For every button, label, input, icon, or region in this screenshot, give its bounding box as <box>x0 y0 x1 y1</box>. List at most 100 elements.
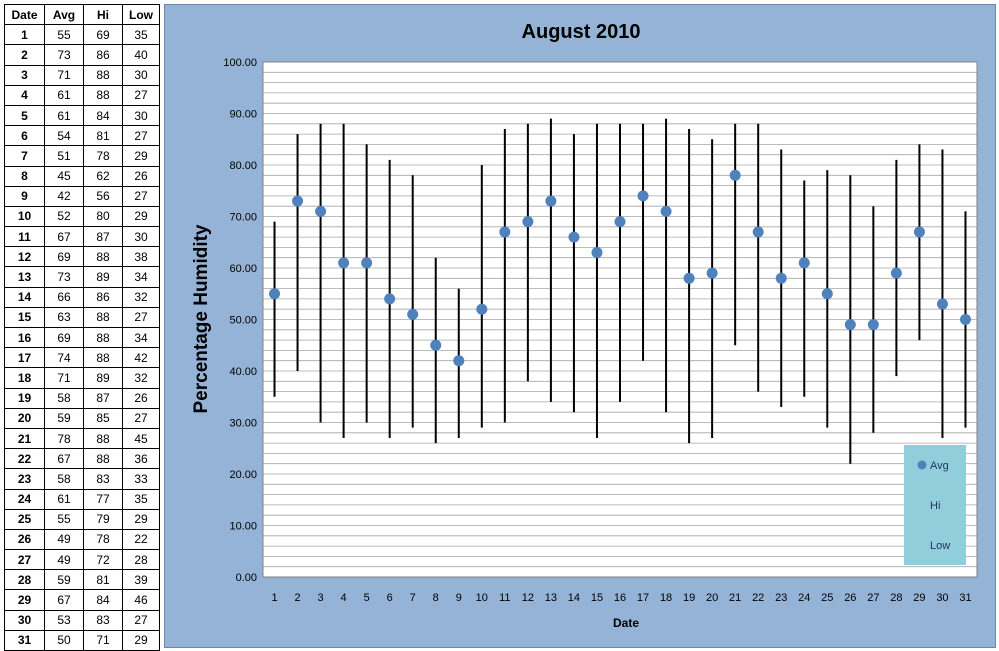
y-axis-title: Percentage Humidity <box>191 224 212 413</box>
low-cell: 33 <box>122 468 160 490</box>
avg-cell: 66 <box>44 286 84 308</box>
x-tick-label: 10 <box>476 592 488 604</box>
hi-cell: 81 <box>83 569 123 591</box>
avg-point <box>407 308 419 320</box>
table-row: 4 61 88 27 <box>4 84 160 106</box>
avg-point <box>591 247 603 259</box>
table-row: 19 58 87 26 <box>4 387 160 409</box>
table-row: 30 53 83 27 <box>4 609 160 631</box>
table-row: 25 55 79 29 <box>4 508 160 530</box>
hi-cell: 86 <box>83 286 123 308</box>
table-row: 10 52 80 29 <box>4 205 160 228</box>
x-tick-label: 6 <box>387 592 393 604</box>
avg-point <box>545 195 557 207</box>
avg-cell: 45 <box>44 165 84 187</box>
hi-cell: 71 <box>83 629 123 651</box>
low-cell: 22 <box>122 528 160 551</box>
x-tick-label: 22 <box>752 592 764 604</box>
y-tick-label: 70.00 <box>229 212 257 224</box>
x-tick-label: 9 <box>456 592 462 604</box>
avg-point <box>660 205 672 217</box>
avg-point <box>913 226 925 238</box>
column-header: Low <box>122 3 160 26</box>
x-tick-label: 2 <box>294 592 300 604</box>
avg-point <box>683 272 695 284</box>
avg-point <box>752 226 764 238</box>
avg-cell: 49 <box>44 549 84 571</box>
avg-cell: 54 <box>44 125 84 147</box>
x-axis-title: Date <box>613 616 639 630</box>
table-row: 13 73 89 34 <box>4 266 160 288</box>
x-tick-label: 18 <box>660 592 672 604</box>
hi-cell: 88 <box>83 326 123 349</box>
date-cell: 23 <box>4 468 45 490</box>
table-row: 2 73 86 40 <box>4 44 160 66</box>
x-tick-label: 7 <box>410 592 416 604</box>
hi-cell: 88 <box>83 84 123 106</box>
table-row: 28 59 81 39 <box>4 569 160 591</box>
x-tick-label: 8 <box>433 592 439 604</box>
table-row: 18 71 89 32 <box>4 367 160 389</box>
avg-point <box>315 205 327 217</box>
x-tick-label: 1 <box>271 592 277 604</box>
low-cell: 29 <box>122 629 160 651</box>
x-axis: 1 2 3 4 5 6 7 8 9 10 11 12 13 14 15 16 17 18 19 20 21 22 23 24 2… <box>271 592 971 604</box>
date-cell: 4 <box>4 84 45 106</box>
avg-point <box>775 272 787 284</box>
avg-cell: 78 <box>44 427 84 450</box>
hi-cell: 88 <box>83 246 123 268</box>
y-tick-label: 30.00 <box>229 418 257 430</box>
table-row: 7 51 78 29 <box>4 145 160 167</box>
table-row: 11 67 87 30 <box>4 226 160 248</box>
date-cell: 21 <box>4 427 45 450</box>
date-cell: 2 <box>4 44 45 66</box>
avg-cell: 73 <box>44 266 84 288</box>
legend-item-hi: Hi <box>930 500 940 512</box>
date-cell: 12 <box>4 246 45 268</box>
date-cell: 16 <box>4 326 45 349</box>
x-tick-label: 11 <box>499 592 510 604</box>
x-tick-label: 31 <box>959 592 971 604</box>
low-cell: 27 <box>122 125 160 147</box>
date-cell: 5 <box>4 104 45 127</box>
avg-cell: 55 <box>44 508 84 530</box>
low-cell: 34 <box>122 266 160 288</box>
date-cell: 22 <box>4 448 45 470</box>
y-tick-label: 90.00 <box>229 109 257 121</box>
low-cell: 32 <box>122 367 160 389</box>
low-cell: 30 <box>122 104 160 127</box>
date-cell: 25 <box>4 508 45 530</box>
table-row: 1 55 69 35 <box>4 24 160 46</box>
x-tick-label: 21 <box>729 592 741 604</box>
avg-cell: 61 <box>44 104 84 127</box>
avg-point <box>821 288 833 300</box>
low-cell: 45 <box>122 427 160 450</box>
data-table: Date Avg Hi Low 1 55 69 35 2 73 86 40 3 71 88 30 4 61… <box>4 3 160 651</box>
chart-area: 0.00 10.00 20.00 30.00 40.00 50.00 60.00 70.00 8… <box>164 4 996 648</box>
date-cell: 1 <box>4 24 45 46</box>
table-row: 15 63 88 27 <box>4 306 160 329</box>
avg-cell: 50 <box>44 629 84 651</box>
avg-point <box>453 355 465 367</box>
column-header: Avg <box>44 3 84 26</box>
low-cell: 27 <box>122 84 160 106</box>
y-tick-label: 60.00 <box>229 263 257 275</box>
legend-box <box>904 445 966 565</box>
avg-cell: 55 <box>44 24 84 46</box>
low-cell: 26 <box>122 387 160 409</box>
date-cell: 30 <box>4 609 45 631</box>
y-tick-label: 40.00 <box>229 366 257 378</box>
avg-cell: 61 <box>44 84 84 106</box>
column-header: Hi <box>83 3 123 26</box>
low-cell: 42 <box>122 347 160 369</box>
table-row: 17 74 88 42 <box>4 347 160 369</box>
table-header-row: Date Avg Hi Low <box>4 3 160 26</box>
date-cell: 8 <box>4 165 45 187</box>
low-cell: 35 <box>122 24 160 46</box>
low-cell: 30 <box>122 226 160 248</box>
x-tick-label: 15 <box>591 592 603 604</box>
table-row: 27 49 72 28 <box>4 549 160 571</box>
avg-cell: 71 <box>44 64 84 86</box>
low-cell: 27 <box>122 407 160 429</box>
x-tick-label: 25 <box>821 592 833 604</box>
